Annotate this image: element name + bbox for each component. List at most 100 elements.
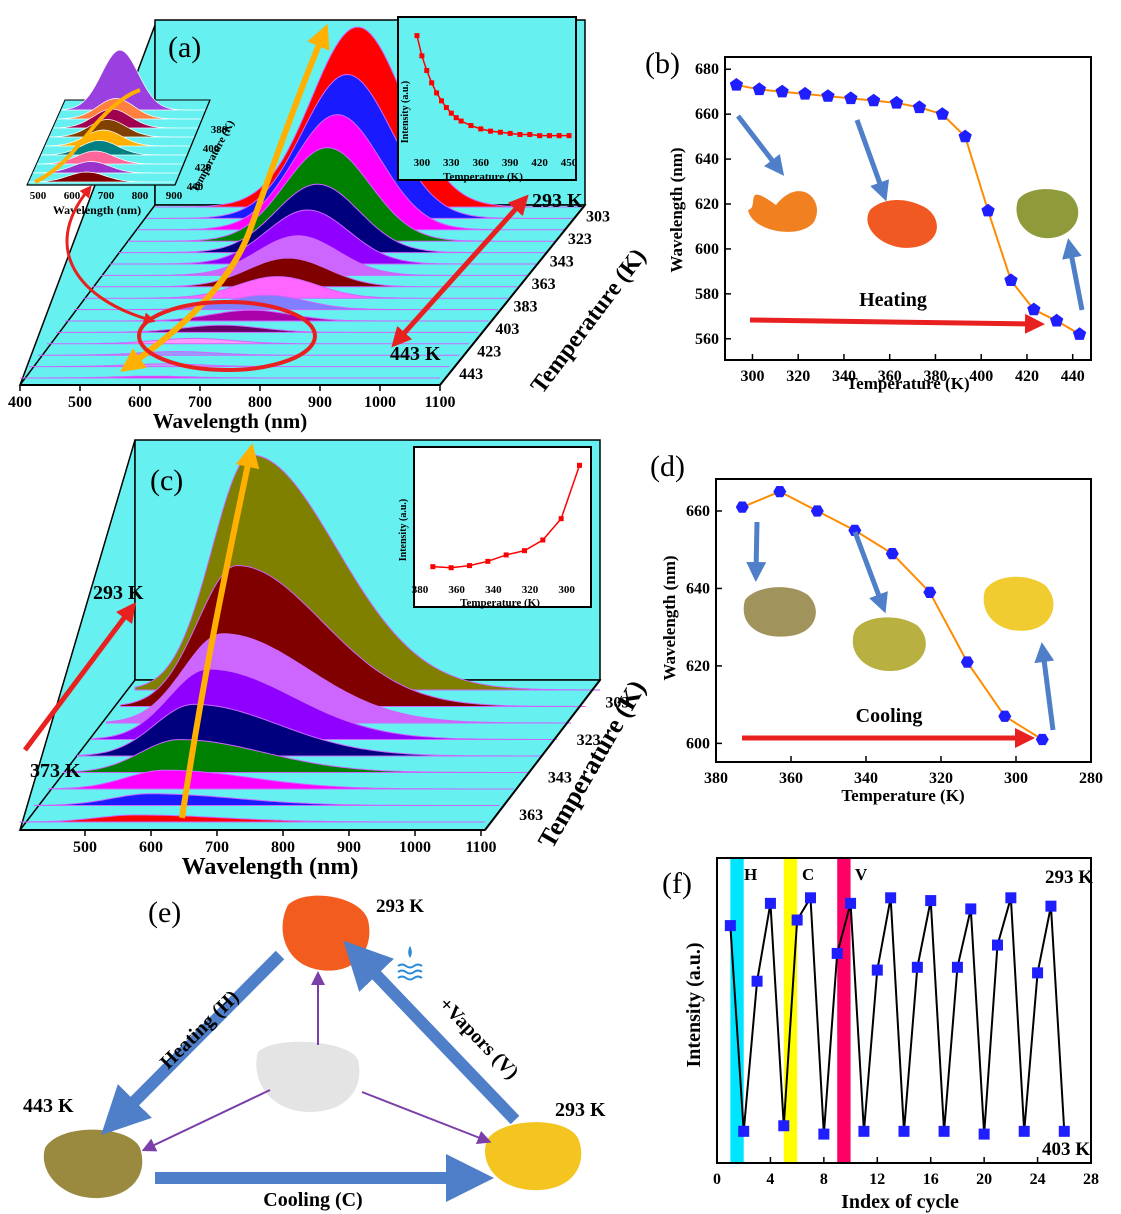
inset-point [478, 126, 484, 132]
data-point [810, 505, 824, 517]
inset-point [488, 128, 494, 134]
data-point [773, 486, 787, 498]
y-tick-label: 680 [695, 61, 719, 78]
y-ticks: 600 620 640 660 [686, 503, 722, 752]
x-tick-label: 300 [740, 368, 764, 385]
data-point [1035, 733, 1049, 746]
y-tick-label: 620 [686, 658, 710, 675]
x-tick-label: 440 [1061, 368, 1085, 385]
panel-label: (f) [662, 867, 692, 900]
marker-293k: 293 K [532, 190, 583, 212]
y-axis-label: Intensity (a.u.) [683, 942, 705, 1067]
y-tick-label: 423 [477, 343, 501, 360]
temp-low: 403 K [1042, 1139, 1090, 1160]
x-tick-label: 600 [128, 394, 152, 411]
data-point [805, 892, 816, 904]
x-tick-label: 800 [248, 394, 272, 411]
data-point [885, 892, 897, 904]
data-point [1050, 313, 1064, 327]
panel-label: (e) [148, 896, 181, 929]
inset-plot [430, 462, 582, 571]
data-point [1005, 892, 1017, 904]
data-point [1032, 967, 1044, 979]
y-tick-label: 343 [550, 253, 574, 270]
x-tick-label: 380 [923, 368, 947, 385]
inset-point [453, 115, 459, 121]
x-ticks: 0 4 8 12 16 20 24 28 [713, 1157, 1099, 1188]
data-point [925, 895, 937, 907]
x-tick-label: 320 [929, 770, 953, 787]
ridge-363k [33, 793, 500, 806]
data-point [751, 975, 763, 987]
x-ticks: 380 360 340 320 300 280 [704, 756, 1103, 787]
ridge-343k [62, 739, 529, 773]
sample-image-left-olive [43, 1129, 143, 1199]
sample-image-khaki [743, 587, 816, 637]
heating-arrow [101, 950, 285, 1136]
blue-arrow-2 [852, 531, 888, 614]
x-tick-label: 380 [704, 770, 728, 787]
orange-trend-arrow [179, 443, 260, 819]
x-tick-label: 420 [1015, 368, 1039, 385]
cycle-band [837, 859, 851, 1162]
sample-image-right-yellow [484, 1122, 582, 1191]
sample-image-white [256, 1041, 360, 1112]
data-point [1004, 273, 1018, 286]
data-point [938, 1125, 950, 1137]
y-tick-label: 580 [695, 286, 719, 303]
band-label-v: V [855, 865, 868, 884]
data-point [923, 586, 937, 598]
inset-point [558, 516, 564, 522]
blue-arrow-1 [746, 521, 767, 582]
inset-point [438, 98, 444, 104]
data-point [844, 91, 858, 105]
inset-point [448, 565, 454, 571]
inset-x-tick-label: 340 [485, 584, 502, 596]
inset-x-tick-label: 700 [98, 190, 115, 202]
inset-x-tick-label: 360 [472, 157, 489, 169]
cycle-curve [724, 892, 1070, 1140]
inset-point [522, 548, 527, 554]
data-point [1045, 900, 1057, 912]
intensity-inset: 380 360 340 320 300 Temperature (K) Intensit… [398, 446, 592, 609]
ridge-353k [48, 769, 514, 790]
data-point [998, 710, 1012, 722]
inset-point [430, 564, 436, 570]
inset-x-tick-label: 500 [30, 190, 47, 202]
y-axis-label: Temperature (K) [526, 244, 651, 399]
band-label-c: C [802, 865, 814, 884]
x-tick-label: 0 [713, 1171, 721, 1188]
sample-image-red-orange [867, 199, 937, 248]
ridge-443k [20, 375, 440, 379]
inset-point [443, 105, 449, 111]
y-tick-label: 560 [695, 331, 719, 348]
data-point [738, 1125, 750, 1137]
cycle-band [730, 859, 744, 1162]
ridge-373k [19, 814, 485, 823]
data-point [791, 914, 803, 926]
y-ticks: 560 580 600 620 640 660 680 [695, 61, 731, 348]
data-point [821, 89, 835, 102]
blue-arrow-3 [1062, 238, 1085, 311]
x-tick-label: 700 [188, 394, 212, 411]
y-ticks: 303 323 343 363 [519, 694, 629, 824]
inset-x-tick-label: 800 [132, 190, 149, 202]
x-tick-label: 600 [139, 839, 163, 856]
y-tick-label: 363 [532, 276, 556, 293]
data-point [898, 1125, 910, 1137]
x-tick-label: 16 [923, 1171, 939, 1188]
inset-x-tick-label: 600 [64, 190, 81, 202]
y-axis-label: Wavelength (nm) [667, 147, 686, 272]
inset-frame [413, 446, 592, 608]
blue-arrow-3 [1034, 642, 1056, 731]
purple-arrow-right [361, 1091, 492, 1144]
inset-point [424, 67, 430, 73]
panel-a: 400 500 600 700 800 900 1000 1100 Wavelength (n… [8, 16, 651, 433]
edge-vapors-label: +Vapors (V) [434, 993, 522, 1083]
plot-frame [715, 478, 1092, 763]
x-axis-label: Index of cycle [841, 1191, 959, 1213]
data-point [992, 939, 1003, 951]
cooling-label: Cooling [856, 705, 923, 727]
sample-image-top-orange [282, 895, 370, 971]
inset-point [419, 53, 425, 59]
